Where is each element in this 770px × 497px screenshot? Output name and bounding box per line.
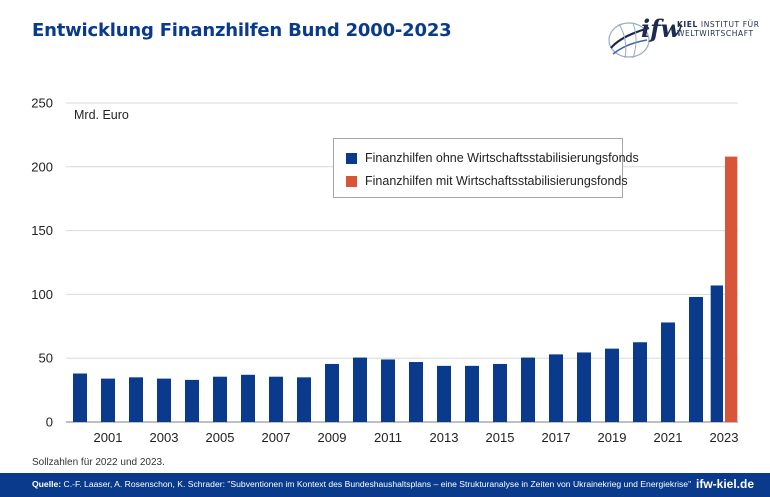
- bar-ohne-2019: [605, 348, 619, 422]
- footer-bar: Quelle: C.-F. Laaser, A. Rosenschon, K. …: [0, 473, 770, 497]
- bar-ohne-2006: [241, 374, 255, 422]
- gridlines: [66, 102, 738, 423]
- bar-ohne-2007: [269, 376, 283, 422]
- bar-chart: 0 50 100 150 200 250 2001 2003 2005 2007 2009 2011 2…: [31, 96, 738, 446]
- logo-text-line2: WELTWIRTSCHAFT: [677, 29, 754, 38]
- legend-swatch-ohne: [346, 153, 357, 164]
- bar-ohne-2002: [129, 377, 143, 422]
- legend-label-mit: Finanzhilfen mit Wirtschaftsstabilisieru…: [365, 174, 628, 188]
- bar-mit-2023: [725, 156, 738, 423]
- x-tick-label: 2021: [654, 430, 683, 445]
- bar-ohne-2004: [185, 379, 199, 422]
- bar-ohne-2015: [493, 363, 507, 422]
- bar-ohne-2008: [297, 377, 311, 422]
- bar-ohne-2013: [437, 365, 451, 422]
- bar-ohne-2011: [381, 359, 395, 422]
- y-tick-label: 50: [39, 351, 53, 366]
- x-tick-label: 2009: [318, 430, 347, 445]
- globe-icon: [608, 22, 650, 59]
- bar-ohne-2012: [409, 362, 423, 422]
- legend: Finanzhilfen ohne Wirtschaftsstabilisier…: [333, 138, 639, 198]
- bar-ohne-2018: [577, 352, 591, 422]
- bar-ohne-2009: [325, 363, 339, 422]
- bar-ohne-2001: [101, 378, 115, 422]
- bar-ohne-2021: [661, 322, 675, 422]
- bar-ohne-2017: [549, 354, 563, 422]
- ifw-logo: ifw KIEL INSTITUT FÜR WELTWIRTSCHAFT: [605, 10, 765, 70]
- x-tick-label: 2005: [206, 430, 235, 445]
- bar-ohne-2005: [213, 376, 227, 422]
- bar-ohne-2003: [157, 378, 171, 422]
- y-tick-label: 100: [31, 287, 53, 302]
- bars: [73, 156, 738, 423]
- bar-ohne-2020: [633, 342, 647, 422]
- x-tick-label: 2001: [94, 430, 123, 445]
- footer-url-link[interactable]: ifw-kiel.de: [695, 477, 754, 491]
- footer-source: Quelle: C.-F. Laaser, A. Rosenschon, K. …: [32, 479, 692, 489]
- x-tick-label: 2017: [542, 430, 571, 445]
- y-tick-label: 200: [31, 159, 53, 174]
- x-tick-label: 2003: [150, 430, 179, 445]
- x-tick-label: 2019: [598, 430, 627, 445]
- legend-swatch-mit: [346, 176, 357, 187]
- x-tick-label: 2011: [374, 430, 402, 445]
- bar-ohne-2010: [353, 357, 367, 422]
- x-tick-label: 2015: [486, 430, 515, 445]
- legend-label-ohne: Finanzhilfen ohne Wirtschaftsstabilisier…: [365, 151, 639, 165]
- bar-ohne-2023: [710, 285, 723, 422]
- logo-text-line1: KIEL INSTITUT FÜR: [677, 20, 760, 29]
- bar-ohne-2022: [689, 296, 703, 422]
- x-tick-label: 2023: [710, 430, 739, 445]
- axes: 0 50 100 150 200 250 2001 2003 2005 2007 2009 2011 2…: [31, 96, 738, 446]
- y-tick-label: 150: [31, 223, 53, 238]
- footnote: Sollzahlen für 2022 und 2023.: [32, 457, 165, 468]
- x-tick-label: 2007: [262, 430, 291, 445]
- bar-ohne-2014: [465, 365, 479, 422]
- unit-label: Mrd. Euro: [74, 108, 129, 122]
- logo-mark: ifw: [641, 14, 682, 43]
- page-title: Entwicklung Finanzhilfen Bund 2000-2023: [32, 20, 452, 41]
- x-tick-label: 2013: [430, 430, 459, 445]
- y-tick-label: 0: [46, 415, 53, 430]
- bar-ohne-2016: [521, 357, 535, 422]
- y-tick-label: 250: [31, 96, 53, 111]
- bar-ohne-2000: [73, 373, 87, 422]
